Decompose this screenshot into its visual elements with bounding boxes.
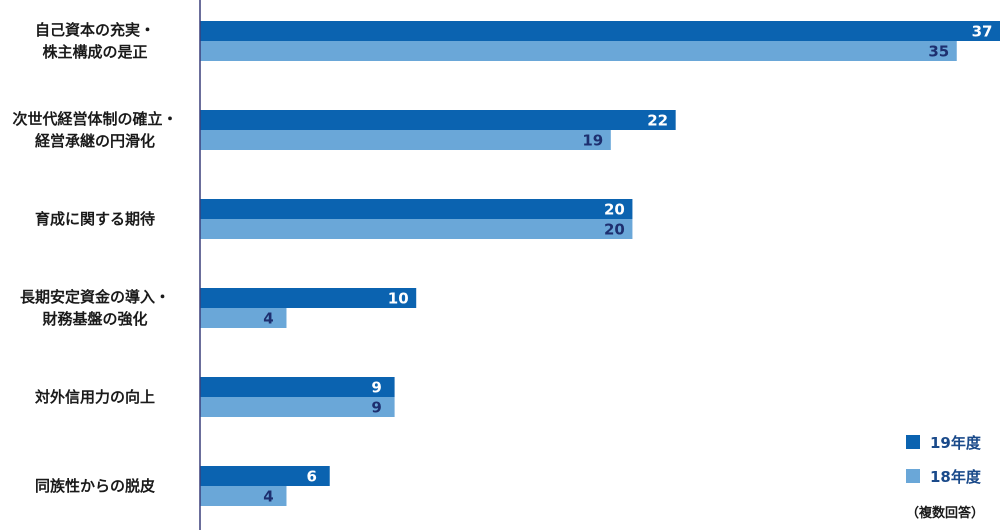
bar-19-4 [200, 377, 395, 397]
value-label-18-5: 4 [263, 488, 273, 506]
legend-label-19: 19年度 [930, 433, 981, 452]
value-label-18-2: 20 [604, 221, 625, 239]
value-label-18-4: 9 [371, 399, 381, 417]
category-label-3-line-1: 財務基盤の強化 [41, 310, 147, 328]
legend-swatch-18 [906, 469, 920, 483]
value-label-18-0: 35 [928, 43, 949, 61]
category-label-5-line-0: 同族性からの脱皮 [35, 477, 155, 495]
legend-item-19: 19年度 [906, 432, 1000, 452]
bar-18-5 [200, 486, 287, 506]
category-label-1-line-0: 次世代経営体制の確立・ [12, 110, 177, 128]
legend-label-18: 18年度 [930, 467, 981, 486]
value-label-19-3: 10 [388, 290, 409, 308]
category-label-4-line-0: 対外信用力の向上 [34, 388, 155, 406]
value-label-19-5: 6 [307, 468, 317, 486]
category-label-2-line-0: 育成に関する期待 [35, 210, 155, 228]
multiple-answer-note: （複数回答） [906, 506, 985, 521]
value-label-19-4: 9 [371, 379, 381, 397]
bar-18-4 [200, 397, 395, 417]
category-labels: 自己資本の充実・株主構成の是正次世代経営体制の確立・経営承継の円滑化育成に関する… [12, 21, 177, 495]
bar-18-0 [200, 41, 957, 61]
legend-item-18: 18年度 [906, 466, 1000, 486]
category-label-1-line-1: 経営承継の円滑化 [35, 132, 155, 150]
bar-18-3 [200, 308, 287, 328]
bar-18-1 [200, 130, 611, 150]
bar-18-2 [200, 219, 633, 239]
category-label-0-line-0: 自己資本の充実・ [35, 21, 155, 39]
value-label-18-1: 19 [582, 132, 603, 150]
bar-19-2 [200, 199, 633, 219]
value-label-18-3: 4 [263, 310, 273, 328]
value-label-19-1: 22 [647, 112, 668, 130]
bar-19-0 [200, 21, 1000, 41]
value-label-19-2: 20 [604, 201, 625, 219]
legend: 19年度 18年度 [906, 432, 1000, 500]
bar-19-3 [200, 288, 417, 308]
category-label-0-line-1: 株主構成の是正 [42, 43, 147, 61]
category-label-3-line-0: 長期安定資金の導入・ [20, 288, 170, 306]
bar-19-1 [200, 110, 676, 130]
bars-group: 37 35 22 19 20 20 10 4 9 9 6 4 [200, 21, 1000, 506]
bar-19-5 [200, 466, 330, 486]
value-label-19-0: 37 [972, 23, 993, 41]
legend-swatch-19 [906, 435, 920, 449]
